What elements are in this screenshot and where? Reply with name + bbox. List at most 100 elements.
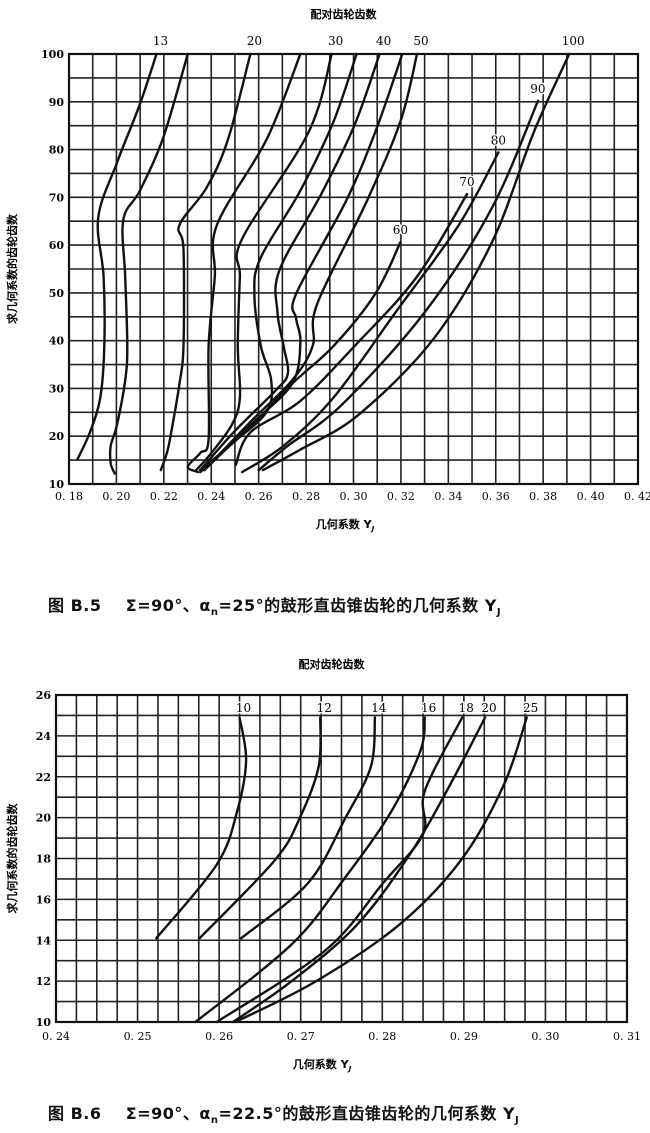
y-tick-label: 10 [49,478,65,491]
y-tick-label: 24 [36,730,52,743]
series-line-unlabeled-3 [186,52,302,474]
series-line-25 [234,716,528,1024]
y-tick-label: 80 [49,144,65,157]
series-line-40 [199,52,381,472]
x-tick-label: 0. 25 [124,1030,152,1043]
x-tick-label: 0. 24 [197,490,225,503]
series-label: 16 [421,701,436,715]
series-line-70 [234,192,469,467]
x-tick-label: 0. 24 [42,1030,70,1043]
y-tick-label: 18 [36,853,52,866]
y-tick-label: 10 [36,1016,52,1029]
chart-title: 配对齿轮齿数 [311,7,378,21]
series-label: 25 [523,701,538,715]
series-line-14 [240,716,377,940]
y-tick-label: 100 [41,48,64,61]
x-tick-label: 0. 26 [245,490,273,503]
series-line-50 [203,52,419,472]
x-tick-label: 0. 20 [102,490,130,503]
caption-text: Σ=90°、α [125,596,211,615]
y-tick-label: 40 [49,335,65,348]
series-label: 20 [481,701,496,715]
series-line-80 [240,151,500,474]
series-line-10 [155,716,248,940]
series-label: 40 [376,34,391,48]
series-label: 70 [459,175,474,189]
series-label: 20 [247,34,262,48]
series-label: 90 [530,82,545,96]
y-axis-label: 求几何系数的齿轮齿数 [5,213,19,324]
x-axis-label: 几何系数 YJ [293,1057,352,1073]
series-label: 12 [317,701,332,715]
x-axis-label-main: 几何系数 Y [293,1057,350,1071]
x-tick-label: 0. 31 [613,1030,641,1043]
figure-caption-b5: 图 B.5 Σ=90°、αn=25°的鼓形直齿锥齿轮的几何系数 YJ [48,592,501,618]
series-label: 14 [371,701,387,715]
series-label: 18 [459,701,474,715]
x-tick-label: 0. 30 [531,1030,559,1043]
x-tick-label: 0. 18 [55,490,83,503]
x-tick-label: 0. 22 [150,490,178,503]
chart-1: 0. 18 0. 20 0. 22 0. 24 0. 26 0. 28 0. 30 0. 32… [5,7,650,533]
series-line-100 [261,52,571,472]
series-label: 60 [393,223,408,237]
series-label: 30 [328,34,343,48]
series-line-30 [194,52,333,472]
y-axis-label: 求几何系数的齿轮齿数 [5,803,19,914]
caption-subscript: n [210,1115,219,1127]
x-tick-label: 0. 26 [205,1030,233,1043]
y-tick-label: 60 [49,239,65,252]
series-line-unlabeled-1 [108,52,189,475]
figure-caption-b6: 图 B.6 Σ=90°、αn=22.5°的鼓形直齿锥齿轮的几何系数 YJ [48,1100,519,1126]
series-label: 100 [562,34,585,48]
series-line-60 [199,241,402,474]
series-line-20 [159,52,252,472]
caption-subscript: J [515,1115,520,1127]
caption-text: Σ=90°、α [125,1104,211,1123]
x-tick-label: 0. 32 [387,490,415,503]
y-tick-label: 30 [49,382,65,395]
y-tick-label: 26 [36,689,52,702]
y-tick-label: 70 [49,191,65,204]
caption-subscript: J [496,607,502,619]
series-line-18 [215,716,464,1024]
x-tick-label: 0. 42 [624,490,650,503]
caption-figure-number: 图 B.5 [48,596,102,615]
y-tick-label: 22 [36,771,51,784]
caption-text: =25°的鼓形直齿锥齿轮的几何系数 Y [218,596,497,615]
y-tick-label: 20 [49,430,65,443]
y-tick-label: 16 [36,893,52,906]
caption-subscript: n [210,607,219,619]
series-line-90 [257,99,540,472]
series-label: 10 [236,701,251,715]
series-label: 80 [491,133,506,147]
x-axis-label-subscript: J [370,525,375,533]
y-tick-label: 12 [36,975,51,988]
chart-title: 配对齿轮齿数 [299,657,366,671]
x-tick-label: 0. 28 [368,1030,396,1043]
x-tick-label: 0. 36 [482,490,510,503]
x-tick-label: 0. 38 [529,490,557,503]
x-tick-label: 0. 30 [340,490,368,503]
x-tick-label: 0. 29 [450,1030,478,1043]
plot-frame [67,52,640,486]
series-line-12 [198,716,322,940]
y-tick-label: 90 [49,96,65,109]
series-label: 13 [153,34,168,48]
plot-frame [54,693,629,1024]
x-axis-label-main: 几何系数 Y [316,517,373,531]
series-line-13 [76,52,158,461]
y-tick-label: 50 [49,287,65,300]
x-tick-label: 0. 27 [287,1030,315,1043]
x-axis-label: 几何系数 YJ [316,517,375,533]
series-line-unlabeled-5 [199,52,358,472]
series-line-16 [194,716,426,1024]
y-tick-label: 20 [36,812,52,825]
series-label: 50 [413,34,428,48]
caption-text: =22.5°的鼓形直齿锥齿轮的几何系数 Y [218,1104,516,1123]
x-tick-label: 0. 34 [434,490,462,503]
caption-figure-number: 图 B.6 [48,1104,102,1123]
x-tick-label: 0. 28 [292,490,320,503]
y-tick-label: 14 [36,934,52,947]
